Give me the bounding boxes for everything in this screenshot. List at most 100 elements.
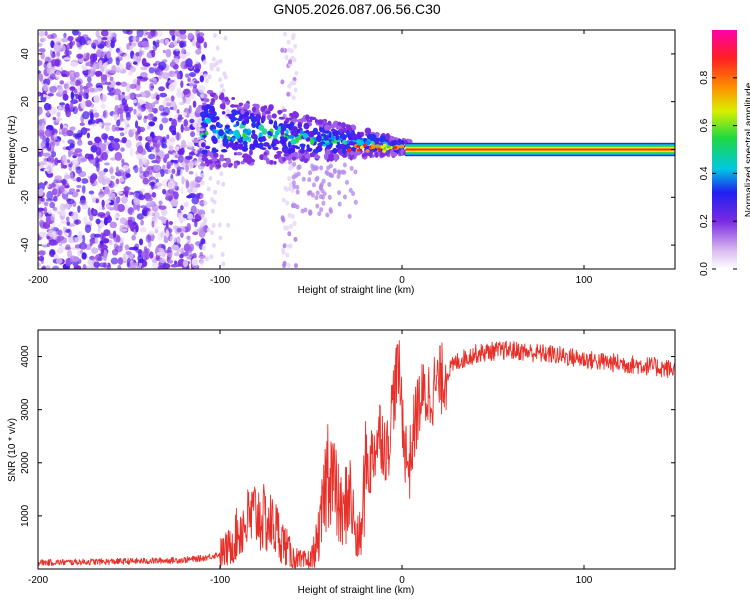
- spectrogram-signal-blob: [267, 130, 272, 136]
- snr-x-ticks: -200 -100 0 100: [28, 330, 593, 586]
- spectrogram-noise-blob: [170, 199, 179, 207]
- spectrogram-y-label: Frequency (Hz): [7, 116, 18, 185]
- spectrogram-noise-blob: [108, 167, 114, 174]
- spectrogram-signal-blob: [268, 104, 274, 112]
- spectrogram-noise-blob: [138, 158, 143, 166]
- spectrogram-faint-blob: [222, 71, 227, 77]
- spectrogram-noise-blob: [95, 218, 101, 225]
- spectrogram-noise-blob: [81, 252, 87, 260]
- spectrogram-noise-blob: [79, 249, 84, 254]
- spectrogram-noise-blob: [92, 209, 96, 215]
- spectrogram-tail-blob: [345, 179, 350, 185]
- spectrogram-signal-blob: [287, 147, 293, 155]
- spectrogram-tail-blob: [336, 173, 341, 179]
- spectrogram-noise-blob: [87, 140, 93, 146]
- spectrogram-noise-blob: [159, 257, 166, 264]
- spectrogram-noise-blob: [177, 148, 184, 155]
- spectrogram-noise-blob: [65, 109, 72, 118]
- spectrogram-noise-blob: [196, 228, 205, 233]
- spectrogram-faint-blob: [211, 222, 216, 228]
- spectrogram-noise-blob: [55, 118, 61, 123]
- spectrogram-signal-blob: [202, 153, 208, 158]
- spectrogram-noise-blob: [38, 199, 42, 205]
- spectrogram-noise-blob: [183, 126, 191, 131]
- spectrogram-noise-blob: [192, 83, 198, 89]
- spectrogram-noise-blob: [142, 157, 147, 164]
- spectrogram-noise-blob: [111, 124, 117, 132]
- spectrogram-core-blob: [375, 144, 380, 148]
- snr-frame: [37, 329, 676, 570]
- spectrogram-streak-blob: [287, 176, 292, 182]
- spectrogram-noise-blob: [77, 139, 83, 146]
- spectrogram-noise-blob: [83, 216, 88, 225]
- spectrogram-signal-blob: [258, 124, 265, 131]
- spectrogram-tail-blob: [291, 174, 296, 180]
- spectrogram-streak-blob: [284, 55, 289, 61]
- spectrogram-tail-blob: [291, 180, 296, 186]
- spectrogram-noise-blob: [188, 72, 197, 78]
- spectrogram-tail-blob: [307, 190, 312, 196]
- spectrogram-noise-blob: [176, 72, 181, 80]
- spectrogram-noise-blob: [89, 53, 96, 62]
- spectrogram-streak-blob: [285, 252, 290, 258]
- spectrogram-noise-blob: [38, 129, 45, 137]
- spectrogram-noise-blob: [57, 185, 65, 194]
- spectrogram-core-blob: [380, 145, 385, 149]
- spectrogram-noise-blob: [183, 243, 191, 253]
- spectrogram-signal-blob: [323, 153, 329, 161]
- spectrogram-faint-blob: [210, 208, 215, 214]
- spectrogram-noise-blob: [86, 220, 92, 225]
- spectrogram-signal-blob: [211, 147, 217, 154]
- spectrogram-noise-blob: [134, 120, 139, 129]
- spectrogram-signal-blob: [337, 148, 344, 155]
- spectrogram-noise-blob: [150, 30, 156, 37]
- spectrogram-noise-blob: [169, 30, 175, 36]
- spectrogram-signal-blob: [290, 129, 298, 136]
- spectrogram-tail-blob: [337, 190, 342, 196]
- spectrogram-noise-blob: [168, 145, 174, 152]
- spectrogram-noise-blob: [197, 32, 205, 37]
- spectrogram-signal-line-band: [405, 148, 675, 151]
- spectrogram-signal-blob: [401, 139, 405, 146]
- spectrogram-signal-blob: [243, 102, 250, 110]
- spectrogram-noise-blob: [71, 191, 79, 198]
- spectrogram-signal-blob: [233, 129, 240, 136]
- spectrogram-x-label: Height of straight line (km): [298, 285, 415, 296]
- y-tick-label: 20: [20, 96, 31, 108]
- spectrogram-tail-blob: [327, 194, 332, 200]
- spectrogram-signal-blob: [218, 157, 225, 162]
- spectrogram-noise-blob: [92, 142, 100, 149]
- spectrogram-noise-blob: [52, 241, 59, 246]
- spectrogram-signal-blob: [233, 110, 240, 115]
- spectrogram-signal-blob: [305, 115, 310, 121]
- spectrogram-noise-blob: [115, 57, 120, 66]
- spectrogram-noise-blob: [82, 85, 88, 90]
- spectrogram-signal-blob: [292, 126, 298, 131]
- spectrogram-streak-blob: [282, 260, 287, 266]
- spectrogram-noise-blob: [128, 216, 136, 223]
- spectrogram-noise-blob: [148, 121, 155, 127]
- x-tick-label: -200: [28, 575, 48, 586]
- spectrogram-signal-blob: [237, 143, 244, 150]
- spectrogram-tail-blob: [321, 178, 326, 184]
- spectrogram-noise-blob: [145, 234, 152, 243]
- spectrogram-signal-blob: [236, 151, 243, 156]
- colorbar-tick-label: 0.8: [699, 70, 710, 84]
- spectrogram-noise-blob: [197, 156, 203, 163]
- spectrogram-noise-blob: [38, 124, 43, 130]
- spectrogram-noise-blob: [164, 97, 172, 102]
- spectrogram-noise-blob: [107, 79, 116, 88]
- spectrogram-faint-blob: [215, 60, 220, 66]
- spectrogram-noise-blob: [93, 94, 100, 104]
- spectrogram-noise-blob: [129, 66, 137, 73]
- spectrogram-noise-blob: [103, 217, 109, 226]
- spectrogram-streak-blob: [293, 236, 298, 242]
- spectrogram-noise-blob: [91, 247, 99, 254]
- spectrogram-noise-blob: [129, 147, 135, 157]
- spectrogram-noise-blob: [47, 229, 56, 238]
- spectrogram-noise-blob: [160, 111, 168, 117]
- spectrogram-noise-blob: [138, 262, 143, 267]
- spectrogram-noise-blob: [180, 247, 184, 253]
- spectrogram-noise-blob: [132, 99, 138, 104]
- spectrogram-noise-blob: [90, 66, 96, 72]
